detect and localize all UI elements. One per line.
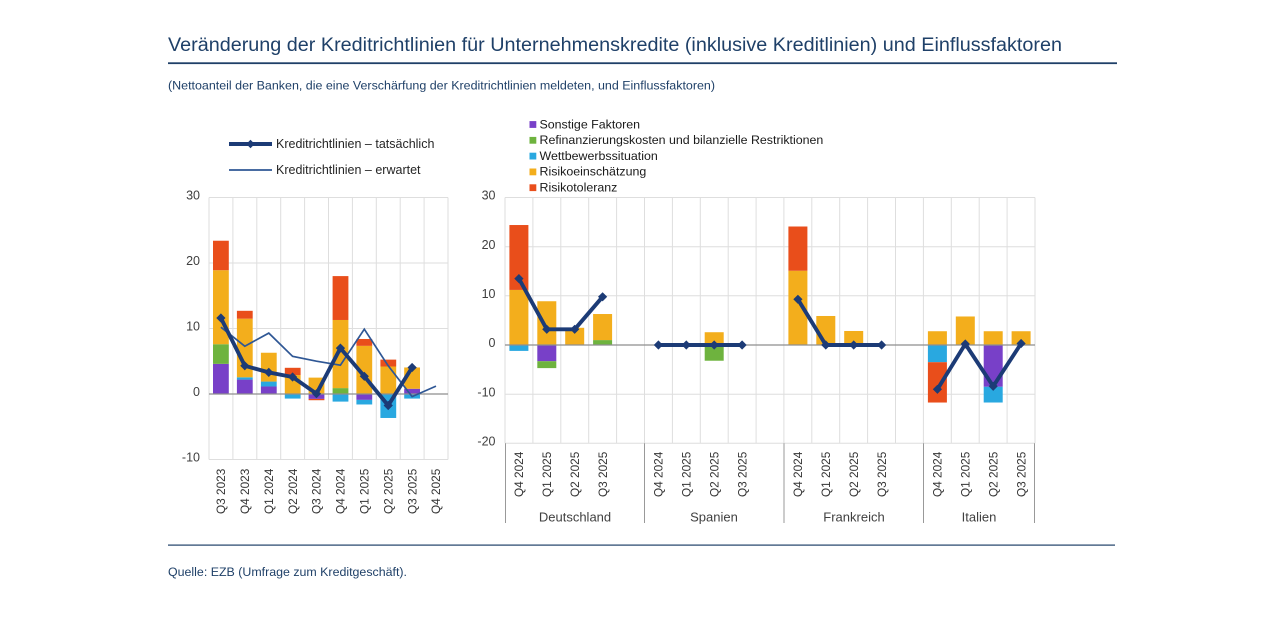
svg-text:-20: -20 [477,435,495,449]
svg-text:Q4 2024: Q4 2024 [652,451,666,497]
svg-text:Q4 2024: Q4 2024 [931,451,945,497]
svg-text:Sonstige Faktoren: Sonstige Faktoren [540,117,641,131]
svg-text:Q4 2023: Q4 2023 [238,468,252,514]
svg-text:Refinanzierungskosten und bila: Refinanzierungskosten und bilanzielle Re… [540,133,824,147]
svg-text:Q4 2025: Q4 2025 [429,468,443,514]
svg-text:Risikotoleranz: Risikotoleranz [540,181,618,195]
svg-text:Veränderung der Kreditrichtlin: Veränderung der Kreditrichtlinien für Un… [168,35,1062,56]
svg-text:-10: -10 [477,385,495,399]
svg-text:0: 0 [193,385,200,399]
svg-text:Q1 2025: Q1 2025 [358,468,372,514]
svg-text:Spanien: Spanien [690,510,738,525]
svg-text:0: 0 [489,336,496,350]
svg-text:-10: -10 [182,451,200,465]
svg-text:Q3 2025: Q3 2025 [596,451,610,497]
svg-text:Kreditrichtlinien – erwartet: Kreditrichtlinien – erwartet [276,163,421,177]
svg-text:Q2 2025: Q2 2025 [986,451,1000,497]
svg-text:Q3 2025: Q3 2025 [405,468,419,514]
svg-text:Q2 2025: Q2 2025 [568,451,582,497]
svg-text:Q2 2024: Q2 2024 [286,468,300,514]
svg-text:Deutschland: Deutschland [539,510,611,525]
svg-text:Q2 2025: Q2 2025 [381,468,395,514]
svg-text:Q2 2025: Q2 2025 [707,451,721,497]
svg-text:Q1 2025: Q1 2025 [819,451,833,497]
svg-text:20: 20 [186,254,200,268]
svg-text:Q4 2024: Q4 2024 [334,468,348,514]
svg-text:10: 10 [482,287,496,301]
svg-text:Q3 2025: Q3 2025 [735,451,749,497]
svg-text:Kreditrichtlinien – tatsächlic: Kreditrichtlinien – tatsächlich [276,137,434,151]
svg-text:30: 30 [186,189,200,203]
svg-text:Q1 2024: Q1 2024 [262,468,276,514]
svg-text:10: 10 [186,320,200,334]
svg-text:Q3 2025: Q3 2025 [1014,451,1028,497]
svg-text:Q2 2025: Q2 2025 [847,451,861,497]
svg-text:(Nettoanteil der Banken, die e: (Nettoanteil der Banken, die eine Versch… [168,79,715,93]
svg-text:Quelle: EZB (Umfrage zum Kredi: Quelle: EZB (Umfrage zum Kreditgeschäft)… [168,565,407,579]
svg-text:Q4 2024: Q4 2024 [512,451,526,497]
svg-text:Frankreich: Frankreich [823,510,884,525]
svg-text:Q1 2025: Q1 2025 [680,451,694,497]
svg-text:30: 30 [482,189,496,203]
svg-text:Italien: Italien [962,510,997,525]
svg-text:Q1 2025: Q1 2025 [540,451,554,497]
svg-text:Q3 2023: Q3 2023 [214,468,228,514]
svg-text:Q4 2024: Q4 2024 [791,451,805,497]
svg-text:20: 20 [482,238,496,252]
svg-text:Wettbewerbssituation: Wettbewerbssituation [540,149,658,163]
svg-text:Q3 2024: Q3 2024 [310,468,324,514]
svg-text:Q1 2025: Q1 2025 [959,451,973,497]
svg-text:Q3 2025: Q3 2025 [875,451,889,497]
svg-text:Risikoeinschätzung: Risikoeinschätzung [540,165,647,179]
